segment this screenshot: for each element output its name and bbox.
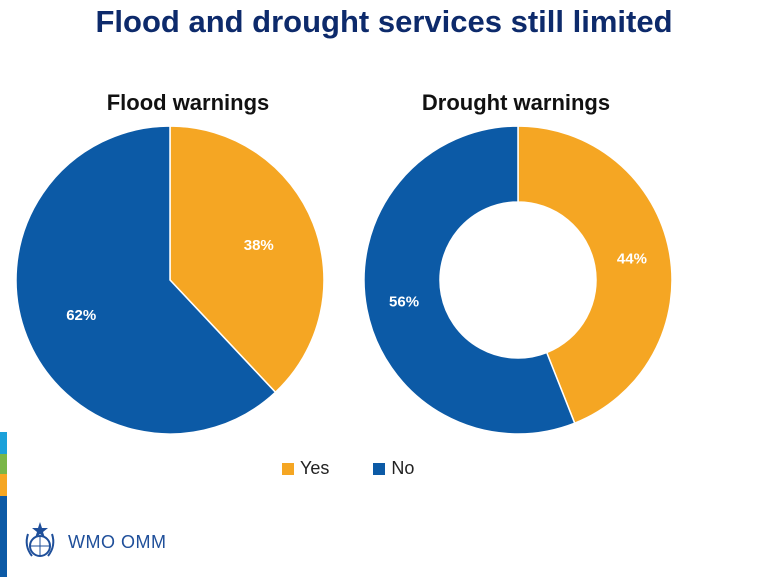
decor-stripe-cyan xyxy=(0,432,7,454)
drought-slice-no xyxy=(363,125,576,435)
flood-pie-chart: 38% 62% xyxy=(15,125,325,435)
slide-title: Flood and drought services still limited xyxy=(95,4,673,39)
decor-stripe-orange xyxy=(0,474,7,496)
wmo-emblem-icon xyxy=(25,522,55,557)
flood-label-yes: 38% xyxy=(244,237,274,254)
drought-label-no: 56% xyxy=(389,294,419,311)
decor-stripe-green xyxy=(0,454,7,474)
logo-text: WMO OMM xyxy=(68,531,167,552)
flood-slice-yes xyxy=(169,125,325,394)
wmo-logo: WMO OMM xyxy=(20,520,166,564)
legend-item-yes: Yes xyxy=(282,458,329,479)
flood-label-no: 62% xyxy=(66,307,96,324)
flood-chart-title: Flood warnings xyxy=(106,90,270,115)
drought-label-yes: 44% xyxy=(617,250,647,267)
drought-donut-chart: 44% 56% xyxy=(363,125,673,435)
flood-slice-no xyxy=(15,125,277,435)
drought-chart-title: Drought warnings xyxy=(421,90,611,115)
legend-swatch-no xyxy=(373,462,386,475)
legend-label-no: No xyxy=(391,458,415,478)
legend-label-yes: Yes xyxy=(300,458,330,478)
legend-swatch-yes xyxy=(282,462,294,475)
decor-stripe-blue xyxy=(0,496,7,577)
legend-item-no: No xyxy=(373,458,414,479)
drought-slice-yes xyxy=(517,125,673,425)
legend: Yes No xyxy=(282,458,414,479)
